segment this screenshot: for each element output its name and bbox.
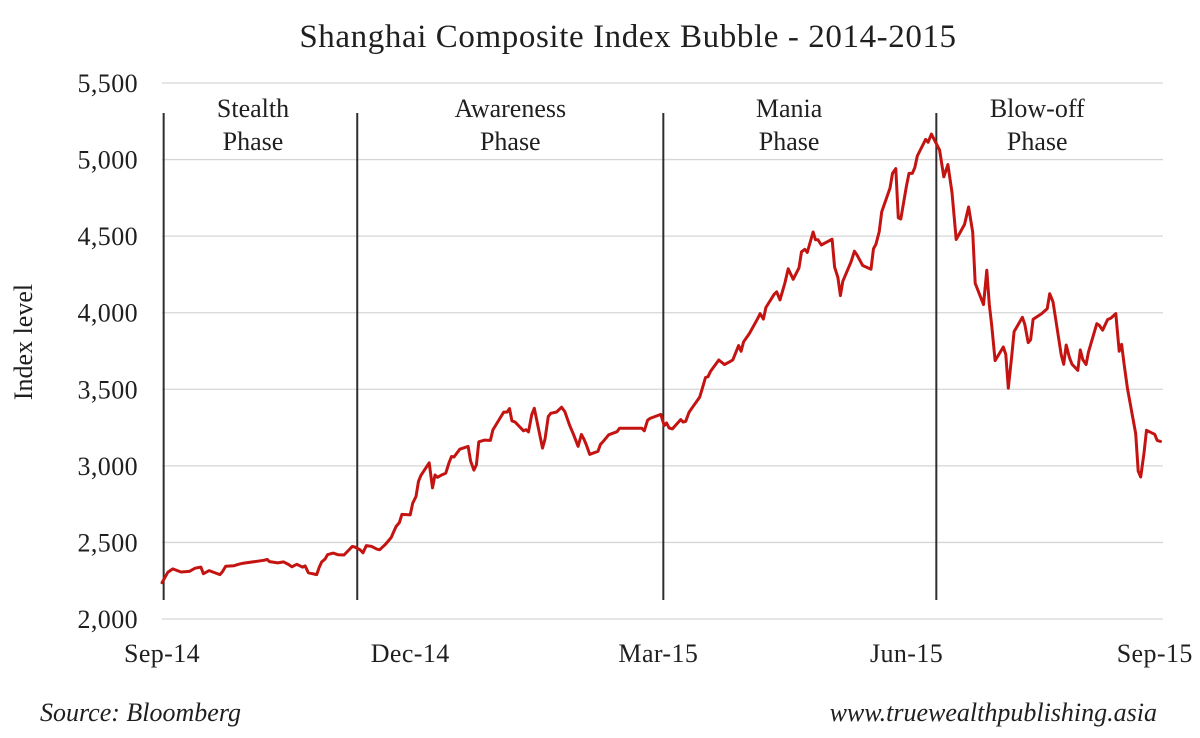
x-tick-label-Sep-14: Sep-14 xyxy=(124,639,200,668)
phase-labels: Stealth Phase Awareness Phase Mania Phase Blow… xyxy=(217,94,1085,156)
y-tick-label-4000: 4,000 xyxy=(78,299,139,328)
y-tick-label-2500: 2,500 xyxy=(78,528,139,557)
y-tick-label-3000: 3,000 xyxy=(78,452,139,481)
index-price-line xyxy=(160,132,1162,585)
website-credit: www.truewealthpublishing.asia xyxy=(830,698,1157,727)
x-tick-label-Dec-14: Dec-14 xyxy=(371,639,450,668)
y-tick-label-4500: 4,500 xyxy=(78,222,139,251)
y-axis-title: Index level xyxy=(9,284,38,400)
x-tick-label-Jun-15: Jun-15 xyxy=(870,639,943,668)
phase-label-mania-phase: Mania Phase xyxy=(756,94,823,156)
x-axis-tick-labels: Sep-14 Dec-14 Mar-15 Jun-15 Sep-15 xyxy=(124,639,1193,668)
y-tick-label-2000: 2,000 xyxy=(78,605,139,634)
phase-divider-lines xyxy=(162,113,938,600)
x-tick-label-Mar-15: Mar-15 xyxy=(618,639,698,668)
phase-label-blow-off-phase: Blow-off Phase xyxy=(990,94,1085,156)
y-tick-label-5500: 5,500 xyxy=(78,69,139,98)
y-tick-label-3500: 3,500 xyxy=(78,375,139,404)
chart-title: Shanghai Composite Index Bubble - 2014-2… xyxy=(299,19,956,55)
x-tick-label-Sep-15: Sep-15 xyxy=(1117,639,1193,668)
source-credit: Source: Bloomberg xyxy=(40,698,241,727)
y-axis-tick-labels: 2,000 2,500 3,000 3,500 4,000 4,500 5,000 5,500 xyxy=(78,69,139,634)
y-tick-label-5000: 5,000 xyxy=(78,146,139,175)
phase-label-awareness-phase: Awareness Phase xyxy=(454,94,566,156)
phase-label-stealth-phase: Stealth Phase xyxy=(217,94,289,156)
